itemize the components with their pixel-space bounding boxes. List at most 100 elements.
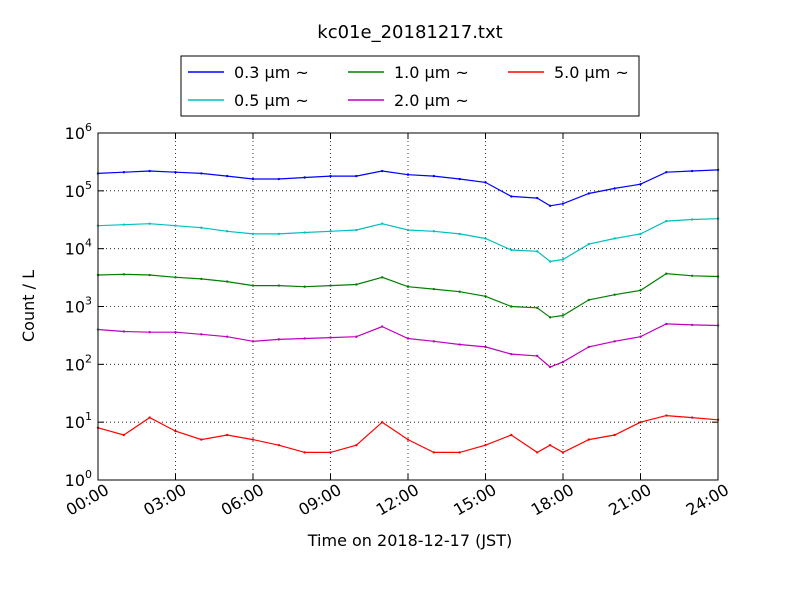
- series-point: [510, 248, 513, 252]
- series-point: [225, 280, 229, 283]
- x-tick-label: 21:00: [605, 480, 654, 520]
- x-tick-label: 15:00: [450, 480, 499, 520]
- series-point: [665, 272, 668, 275]
- series-point: [406, 228, 410, 232]
- series-point: [329, 336, 332, 339]
- series-point: [303, 285, 306, 288]
- series-point: [432, 287, 436, 291]
- series-point: [458, 232, 461, 236]
- series-point: [200, 226, 203, 229]
- series-point: [535, 354, 539, 358]
- series-point: [303, 176, 306, 179]
- series-point: [690, 274, 694, 277]
- series-point: [200, 277, 203, 281]
- series-point: [406, 173, 410, 176]
- series-point: [303, 337, 306, 340]
- series-point: [458, 343, 461, 346]
- legend-label-1: 0.5 µm ~: [234, 91, 309, 110]
- series-point: [355, 443, 358, 447]
- series-point: [277, 338, 281, 341]
- series-point: [587, 438, 591, 441]
- series-point: [277, 232, 281, 236]
- series-point: [548, 204, 552, 208]
- series-point: [548, 260, 552, 263]
- series-point: [406, 337, 410, 340]
- series-point: [587, 345, 591, 349]
- series-point: [613, 433, 616, 437]
- y-tick-label: 102: [65, 352, 92, 374]
- series-point: [665, 414, 668, 417]
- series-point: [484, 345, 487, 349]
- series-point: [174, 330, 177, 334]
- series-point: [122, 433, 126, 437]
- y-tick-label: 103: [65, 295, 92, 317]
- series-point: [225, 174, 229, 178]
- series-point: [639, 183, 642, 186]
- series-point: [510, 305, 513, 308]
- y-tick-label: 105: [65, 179, 92, 201]
- y-tick-label: 101: [65, 410, 92, 432]
- series-point: [535, 306, 539, 309]
- series-point: [225, 335, 229, 338]
- legend-box: [180, 55, 640, 117]
- series-line-0: [97, 169, 719, 207]
- series-point: [380, 420, 384, 424]
- legend-label-3: 2.0 µm ~: [394, 91, 469, 110]
- series-point: [561, 451, 565, 454]
- series-point: [148, 273, 151, 277]
- series-point: [406, 285, 410, 288]
- series-point: [122, 223, 126, 226]
- series-point: [277, 284, 281, 287]
- series-point: [380, 276, 384, 279]
- series-point: [432, 451, 436, 454]
- series-point: [458, 451, 461, 454]
- series-point: [613, 293, 616, 296]
- series-point: [639, 289, 642, 292]
- series-point: [380, 325, 384, 328]
- series-point: [225, 433, 229, 437]
- series-point: [639, 232, 642, 236]
- series-point: [535, 451, 539, 454]
- series-point: [561, 202, 565, 205]
- series-point: [484, 295, 487, 298]
- series-point: [587, 192, 591, 195]
- series-point: [432, 340, 436, 343]
- series-point: [122, 170, 126, 174]
- series-point: [665, 219, 668, 223]
- series-point: [613, 237, 616, 240]
- series-point: [355, 228, 358, 232]
- series-point: [548, 316, 552, 319]
- x-tick-label: 18:00: [528, 480, 577, 520]
- x-tick-label: 09:00: [295, 480, 344, 520]
- series-point: [613, 187, 616, 190]
- chart-title: kc01e_20181217.txt: [317, 22, 502, 43]
- series-point: [510, 352, 513, 356]
- series-point: [174, 170, 177, 174]
- series-point: [587, 298, 591, 302]
- series-point: [432, 174, 436, 178]
- series-point: [251, 232, 255, 236]
- series-point: [329, 284, 332, 287]
- series-point: [484, 237, 487, 240]
- series-point: [690, 218, 694, 221]
- series-point: [200, 333, 203, 336]
- y-axis-label: Count / L: [19, 270, 38, 342]
- series-point: [690, 416, 694, 419]
- series-point: [484, 443, 487, 447]
- series-point: [303, 451, 306, 454]
- legend-label-4: 5.0 µm ~: [554, 63, 629, 82]
- series-point: [277, 177, 281, 181]
- series-point: [148, 416, 151, 419]
- series-point: [200, 172, 203, 175]
- x-tick-label: 03:00: [140, 480, 189, 520]
- series-line-2: [97, 272, 719, 318]
- y-tick-label: 106: [65, 121, 92, 143]
- legend-label-2: 1.0 µm ~: [394, 63, 469, 82]
- legend: 0.3 µm ~ 0.5 µm ~ 1.0 µm ~ 2.0 µm ~ 5.0 µm ~: [180, 55, 640, 117]
- ticks: 00:00 03:00 06:00 09:00 12:00 15:00 18:00 21:00…: [63, 121, 732, 520]
- series-point: [458, 177, 461, 181]
- series-lines: [96, 168, 720, 454]
- series-point: [174, 429, 177, 433]
- series-line-1: [97, 218, 719, 263]
